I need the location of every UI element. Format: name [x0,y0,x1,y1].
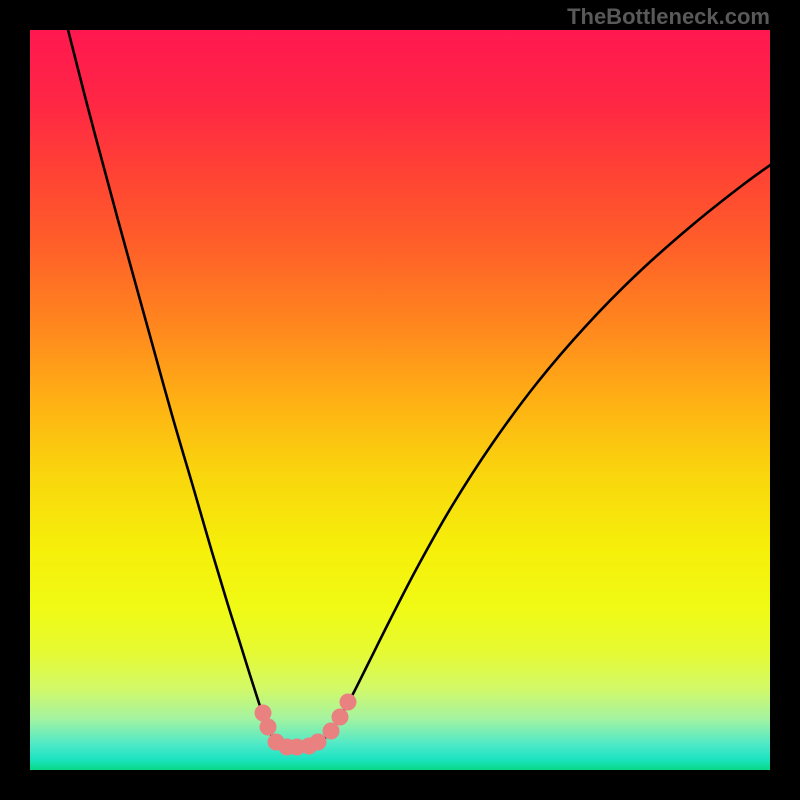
gradient-background [30,30,770,770]
watermark-text: TheBottleneck.com [567,4,770,30]
